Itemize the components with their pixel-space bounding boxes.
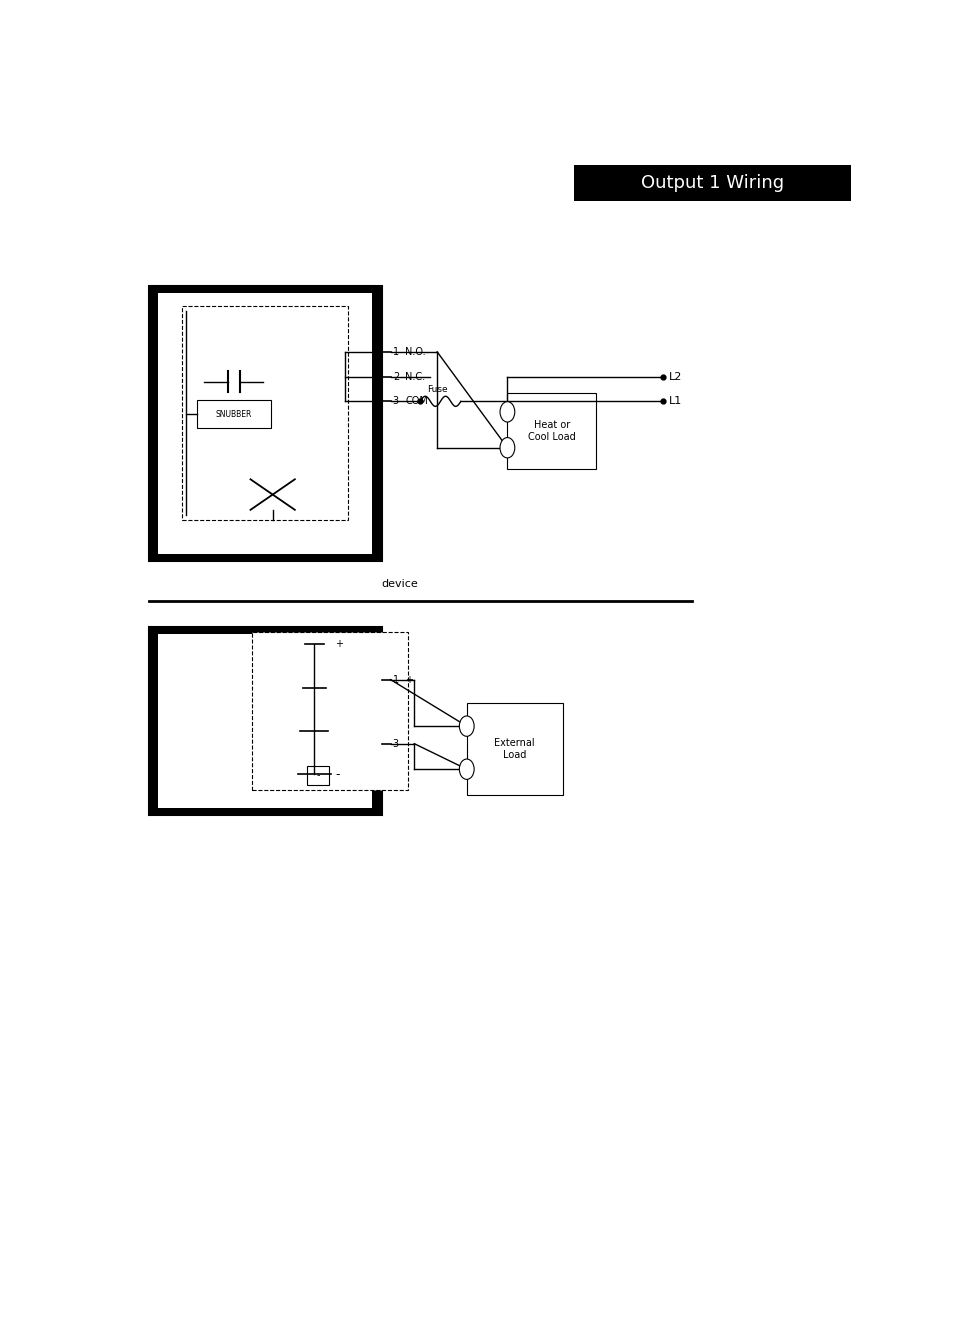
Text: -: - (335, 768, 339, 781)
Bar (372, 627, 381, 816)
Bar (574, 165, 850, 201)
Bar (149, 286, 381, 561)
Text: +: + (335, 640, 343, 649)
Text: Output 1 Wiring: Output 1 Wiring (640, 175, 783, 192)
Bar (507, 393, 596, 469)
Text: 3: 3 (393, 739, 398, 748)
Text: 1: 1 (393, 674, 398, 685)
Bar (149, 808, 381, 816)
Text: COM: COM (405, 397, 428, 406)
Bar (149, 627, 158, 816)
Bar (149, 627, 381, 635)
Bar (149, 286, 381, 293)
Bar (252, 632, 407, 789)
Bar (149, 554, 381, 561)
Bar (196, 399, 271, 428)
Bar (307, 767, 329, 785)
Circle shape (499, 402, 515, 422)
Text: 3: 3 (393, 397, 398, 406)
Text: L2: L2 (668, 373, 681, 382)
Text: device: device (381, 579, 418, 590)
Circle shape (499, 438, 515, 457)
Text: -: - (316, 771, 319, 780)
Text: +: + (405, 674, 413, 685)
Bar (149, 286, 158, 561)
Bar (466, 703, 562, 795)
Text: SNUBBER: SNUBBER (215, 410, 252, 419)
Text: Fuse: Fuse (427, 385, 448, 394)
Text: Heat or
Cool Load: Heat or Cool Load (527, 420, 575, 442)
Text: External
Load: External Load (494, 738, 535, 760)
Bar (149, 627, 381, 816)
Text: 1: 1 (393, 346, 398, 357)
Circle shape (458, 759, 474, 780)
Bar (182, 307, 348, 520)
Text: 2: 2 (393, 371, 398, 382)
Bar (372, 286, 381, 561)
Text: -: - (405, 739, 409, 748)
Text: N.C.: N.C. (405, 371, 425, 382)
Circle shape (458, 717, 474, 736)
Text: L1: L1 (668, 397, 681, 406)
Text: N.O.: N.O. (405, 346, 426, 357)
